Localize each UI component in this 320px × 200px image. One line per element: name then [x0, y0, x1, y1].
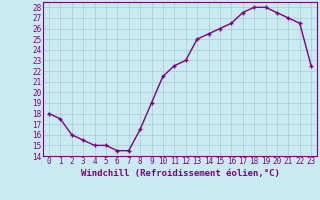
X-axis label: Windchill (Refroidissement éolien,°C): Windchill (Refroidissement éolien,°C) — [81, 169, 279, 178]
